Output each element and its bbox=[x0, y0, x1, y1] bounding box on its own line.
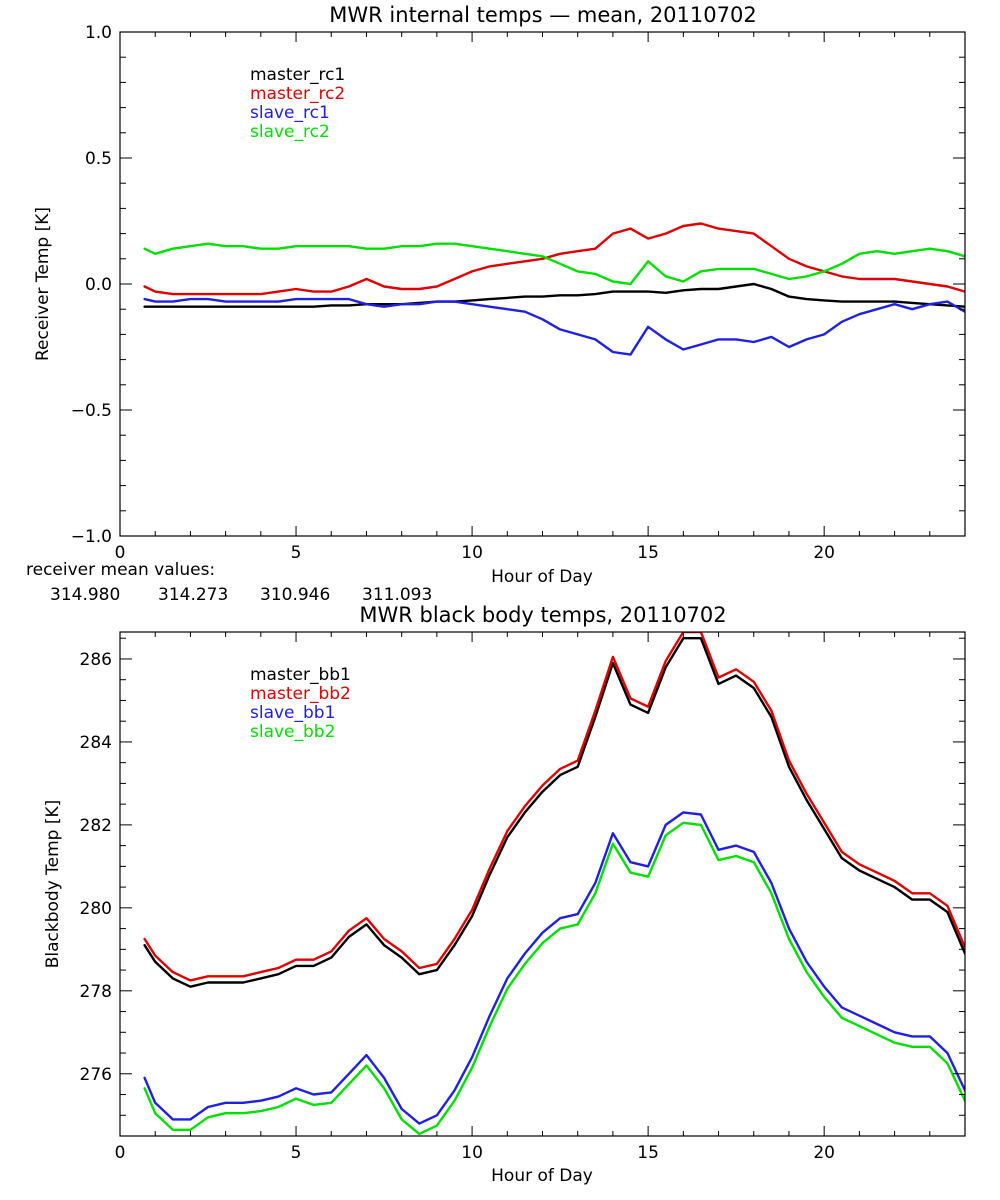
x-tick-label: 15 bbox=[637, 543, 659, 563]
receiver-mean-value: 314.273 bbox=[158, 585, 228, 605]
series-line-master_bb1 bbox=[143, 637, 965, 988]
y-tick-label: −0.5 bbox=[71, 401, 112, 421]
x-tick-label: 0 bbox=[115, 543, 126, 563]
x-tick-label: 20 bbox=[813, 1143, 835, 1163]
legend-entry: master_bb2 bbox=[250, 684, 351, 704]
plot-frame bbox=[119, 631, 966, 1137]
y-tick-label: −1.0 bbox=[71, 527, 112, 547]
y-tick-label: 282 bbox=[80, 816, 112, 836]
axis-ticks: 0 5 10 15 20 −1.0 −0.5 0.0 0.5 1.0 bbox=[71, 23, 966, 563]
legend-entry: slave_bb1 bbox=[250, 703, 335, 723]
x-tick-label: 0 bbox=[115, 1143, 126, 1163]
series-line-slave_rc1 bbox=[143, 297, 965, 356]
legend-entry: slave_rc1 bbox=[250, 103, 330, 123]
series-line-master_rc2 bbox=[143, 222, 965, 296]
series-line-master_bb2 bbox=[143, 632, 965, 982]
y-tick-label: 286 bbox=[80, 650, 112, 670]
series-line-slave_bb1 bbox=[143, 811, 965, 1125]
legend-entry: master_rc2 bbox=[250, 84, 345, 104]
x-tick-label: 10 bbox=[461, 543, 483, 563]
legend-entry: slave_bb2 bbox=[250, 722, 335, 742]
chart-title: MWR internal temps — mean, 20110702 bbox=[329, 3, 756, 27]
y-axis-label: Receiver Temp [K] bbox=[33, 207, 53, 361]
chart-title: MWR black body temps, 20110702 bbox=[359, 603, 726, 627]
receiver-mean-values: receiver mean values: 314.980 314.273 31… bbox=[26, 560, 432, 605]
y-tick-label: 278 bbox=[80, 982, 112, 1002]
y-tick-label: 280 bbox=[80, 899, 112, 919]
y-tick-label: 0.0 bbox=[85, 275, 112, 295]
x-tick-label: 10 bbox=[461, 1143, 483, 1163]
x-tick-label: 5 bbox=[291, 543, 302, 563]
x-axis-label: Hour of Day bbox=[491, 567, 593, 587]
plot-area bbox=[143, 632, 965, 1136]
plot-frame bbox=[119, 31, 966, 537]
y-tick-label: 1.0 bbox=[85, 23, 112, 43]
y-axis-label: Blackbody Temp [K] bbox=[43, 800, 63, 969]
y-tick-label: 276 bbox=[80, 1065, 112, 1085]
x-tick-label: 15 bbox=[637, 1143, 659, 1163]
plot-area bbox=[143, 222, 965, 356]
series-line-slave_bb2 bbox=[143, 821, 965, 1136]
x-tick-label: 5 bbox=[291, 1143, 302, 1163]
legend-entry: slave_rc2 bbox=[250, 122, 330, 142]
legend-entry: master_rc1 bbox=[250, 65, 345, 85]
y-tick-label: 284 bbox=[80, 733, 112, 753]
receiver-temp-chart: MWR internal temps — mean, 20110702 0 5 10… bbox=[33, 3, 966, 587]
axis-ticks: 0 5 10 15 20 276 278 280 282 284 286 bbox=[80, 632, 966, 1163]
y-tick-label: 0.5 bbox=[85, 149, 112, 169]
legend-entry: master_bb1 bbox=[250, 665, 351, 685]
receiver-mean-label: receiver mean values: bbox=[26, 560, 215, 580]
receiver-mean-value: 310.946 bbox=[260, 585, 330, 605]
blackbody-temp-chart: MWR black body temps, 20110702 0 5 10 15 20 2… bbox=[43, 603, 966, 1186]
series-line-master_rc1 bbox=[143, 282, 965, 308]
series-line-slave_rc2 bbox=[143, 242, 965, 286]
receiver-mean-value: 311.093 bbox=[362, 585, 432, 605]
x-tick-label: 20 bbox=[813, 543, 835, 563]
receiver-mean-value: 314.980 bbox=[50, 585, 120, 605]
x-axis-label: Hour of Day bbox=[491, 1166, 593, 1186]
